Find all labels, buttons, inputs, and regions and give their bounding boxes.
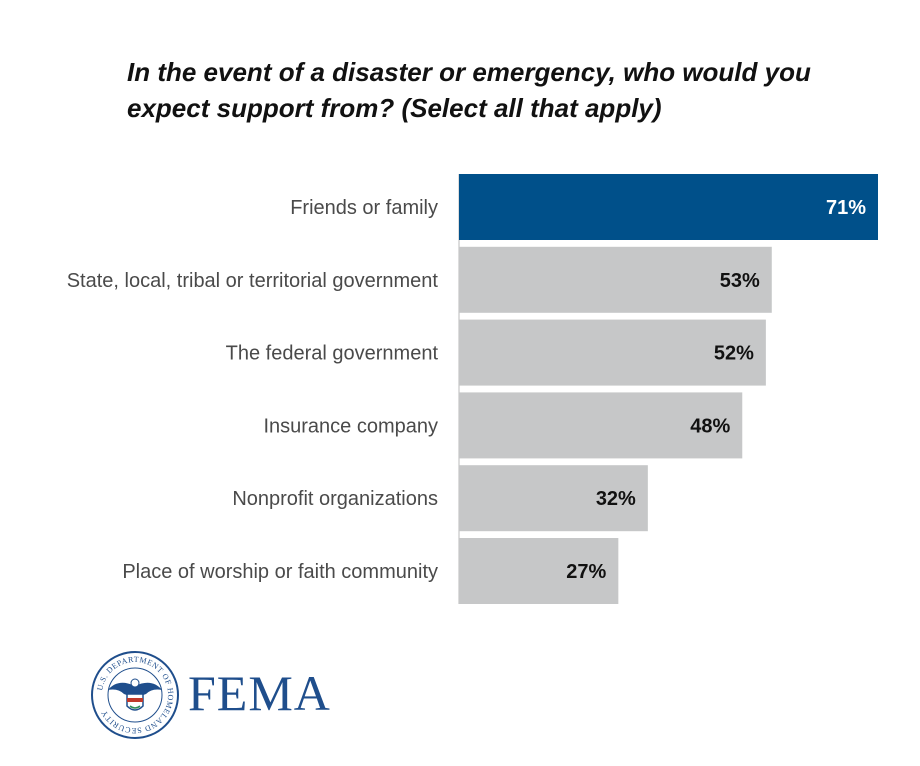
bar-chart: Friends or family 71% State, local, tribal… bbox=[67, 174, 878, 604]
value-label-2: 52% bbox=[714, 343, 754, 365]
bar-4 bbox=[459, 465, 648, 532]
value-label-0: 71% bbox=[826, 197, 866, 219]
value-label-5: 27% bbox=[566, 561, 606, 583]
value-label-3: 48% bbox=[690, 415, 730, 437]
fema-wordmark: FEMA bbox=[188, 665, 331, 721]
bar-3 bbox=[459, 392, 743, 459]
bar-2 bbox=[459, 319, 766, 386]
chart-title: In the event of a disaster or emergency,… bbox=[127, 57, 811, 123]
category-label-5: Place of worship or faith community bbox=[122, 561, 438, 583]
bar-1 bbox=[459, 246, 772, 313]
category-label-3: Insurance company bbox=[263, 415, 438, 437]
value-label-1: 53% bbox=[720, 270, 760, 292]
bar-0 bbox=[459, 174, 878, 240]
bar-5 bbox=[459, 538, 619, 604]
dhs-seal-icon: U.S. DEPARTMENT OF HOMELAND SECURITY bbox=[91, 651, 179, 739]
category-label-4: Nonprofit organizations bbox=[232, 488, 438, 510]
category-label-2: The federal government bbox=[226, 343, 439, 365]
category-label-0: Friends or family bbox=[290, 197, 438, 219]
value-label-4: 32% bbox=[596, 488, 636, 510]
category-label-1: State, local, tribal or territorial gove… bbox=[67, 270, 439, 292]
